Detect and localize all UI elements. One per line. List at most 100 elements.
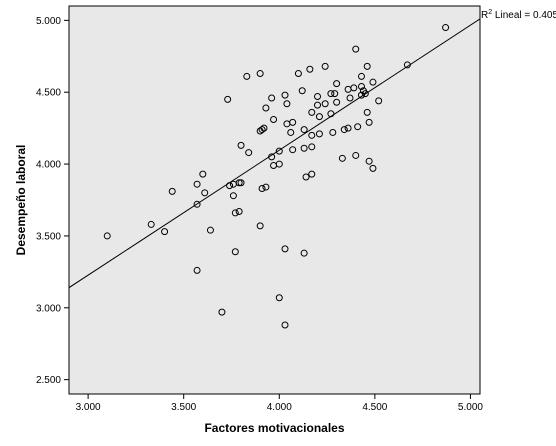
data-point xyxy=(147,220,155,228)
data-point xyxy=(235,179,243,187)
data-point xyxy=(268,153,276,161)
data-point xyxy=(224,95,232,103)
data-point xyxy=(327,110,335,118)
data-point xyxy=(206,226,214,234)
data-point xyxy=(352,45,360,53)
data-point xyxy=(226,182,234,190)
data-point xyxy=(275,147,283,155)
data-point xyxy=(237,179,245,187)
data-point xyxy=(245,149,253,157)
data-point xyxy=(442,24,450,32)
data-point xyxy=(281,245,289,253)
data-point xyxy=(308,108,316,116)
data-point xyxy=(283,100,291,108)
x-tick-label: 4.000 xyxy=(267,402,292,413)
y-tick-label: 5.000 xyxy=(36,16,61,27)
y-tick-label: 4.500 xyxy=(36,88,61,99)
y-tick-label: 4.000 xyxy=(36,160,61,171)
r2-superscript: 2 xyxy=(488,9,492,16)
data-point xyxy=(346,94,354,102)
data-point xyxy=(365,157,373,165)
x-axis: 3.000 3.500 4.000 4.500 5.000 xyxy=(76,394,483,413)
data-point xyxy=(298,87,306,95)
data-point xyxy=(340,126,348,134)
data-point xyxy=(338,154,346,162)
data-point xyxy=(262,104,270,112)
x-tick-label: 3.500 xyxy=(171,402,196,413)
data-point xyxy=(235,207,243,215)
data-point xyxy=(268,94,276,102)
data-point xyxy=(315,130,323,138)
data-point xyxy=(308,131,316,139)
data-point xyxy=(331,90,339,98)
data-point xyxy=(258,126,266,134)
data-point xyxy=(333,98,341,106)
data-point xyxy=(357,91,365,99)
data-point xyxy=(294,70,302,78)
data-point xyxy=(363,62,371,70)
y-tick-label: 2.500 xyxy=(36,375,61,386)
y-tick-label: 3.000 xyxy=(36,303,61,314)
data-point xyxy=(375,97,383,105)
r2-prefix: R xyxy=(481,10,488,21)
data-point xyxy=(231,209,239,217)
data-point xyxy=(363,108,371,116)
data-point xyxy=(270,116,278,124)
data-point xyxy=(369,78,377,86)
data-point xyxy=(321,62,329,70)
data-point xyxy=(403,61,411,69)
data-point xyxy=(329,128,337,136)
plot-area xyxy=(69,6,480,394)
data-point xyxy=(168,187,176,195)
data-point xyxy=(193,180,201,188)
data-point xyxy=(354,123,362,131)
data-point xyxy=(193,200,201,208)
data-point xyxy=(199,170,207,178)
data-point xyxy=(302,173,310,181)
data-point xyxy=(275,160,283,168)
data-point xyxy=(260,124,268,132)
data-point xyxy=(321,100,329,108)
r2-value: Lineal = 0.405 xyxy=(492,10,556,21)
linear-fit-line xyxy=(69,18,480,289)
data-point xyxy=(350,84,358,92)
data-point xyxy=(256,70,264,78)
plot-border xyxy=(68,5,481,395)
data-point xyxy=(314,93,322,101)
data-point xyxy=(365,118,373,126)
data-point xyxy=(237,141,245,149)
data-point xyxy=(369,164,377,172)
data-point xyxy=(306,65,314,73)
data-point xyxy=(231,248,239,256)
data-point xyxy=(300,126,308,134)
data-point xyxy=(300,144,308,152)
data-point xyxy=(218,308,226,316)
data-points xyxy=(103,24,450,329)
r-squared-annotation: R2 Lineal = 0.405 xyxy=(481,9,556,21)
data-point xyxy=(161,228,169,236)
x-tick-label: 4.500 xyxy=(362,402,387,413)
data-point xyxy=(193,266,201,274)
y-axis: 2.500 3.000 3.500 4.000 4.500 5.000 xyxy=(36,16,69,386)
x-tick-label: 3.000 xyxy=(76,402,101,413)
data-point xyxy=(243,72,251,80)
data-point xyxy=(201,189,209,197)
data-point xyxy=(327,90,335,98)
data-point xyxy=(281,321,289,329)
data-point xyxy=(287,128,295,136)
y-axis-label: Desempeño laboral xyxy=(14,145,28,256)
data-point xyxy=(281,91,289,99)
data-point xyxy=(275,294,283,302)
x-tick-label: 5.000 xyxy=(458,402,483,413)
data-point xyxy=(262,183,270,191)
x-axis-label: Factores motivacionales xyxy=(204,421,344,435)
data-point xyxy=(333,80,341,88)
data-point xyxy=(308,143,316,151)
data-point xyxy=(289,118,297,126)
data-point xyxy=(103,232,111,240)
data-point xyxy=(229,192,237,200)
data-point xyxy=(256,222,264,230)
data-point xyxy=(352,151,360,159)
data-point xyxy=(258,185,266,193)
